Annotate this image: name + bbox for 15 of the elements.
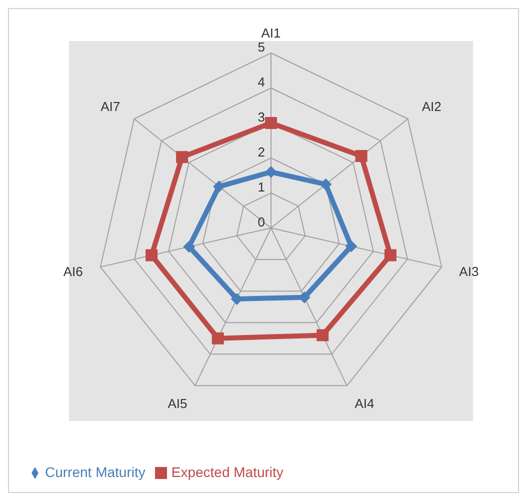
spoke-label: AI2 xyxy=(422,98,442,114)
spoke-label: AI5 xyxy=(168,396,188,412)
spoke-label: AI4 xyxy=(354,396,374,412)
spoke-label: AI3 xyxy=(459,264,479,279)
spoke-label: AI7 xyxy=(100,98,120,114)
y-tick-label: 0 xyxy=(258,214,265,230)
y-tick-label: 4 xyxy=(258,74,265,90)
y-tick-label: 5 xyxy=(258,40,265,54)
y-tick-label: 2 xyxy=(258,144,265,160)
spoke-label: AI6 xyxy=(63,264,83,279)
y-tick-label: 1 xyxy=(258,180,265,194)
legend-label: Current Maturity xyxy=(45,464,146,480)
spoke-label: AI1 xyxy=(261,26,281,40)
y-tick-label: 3 xyxy=(258,110,265,124)
legend-label: Expected Maturity xyxy=(171,464,284,480)
